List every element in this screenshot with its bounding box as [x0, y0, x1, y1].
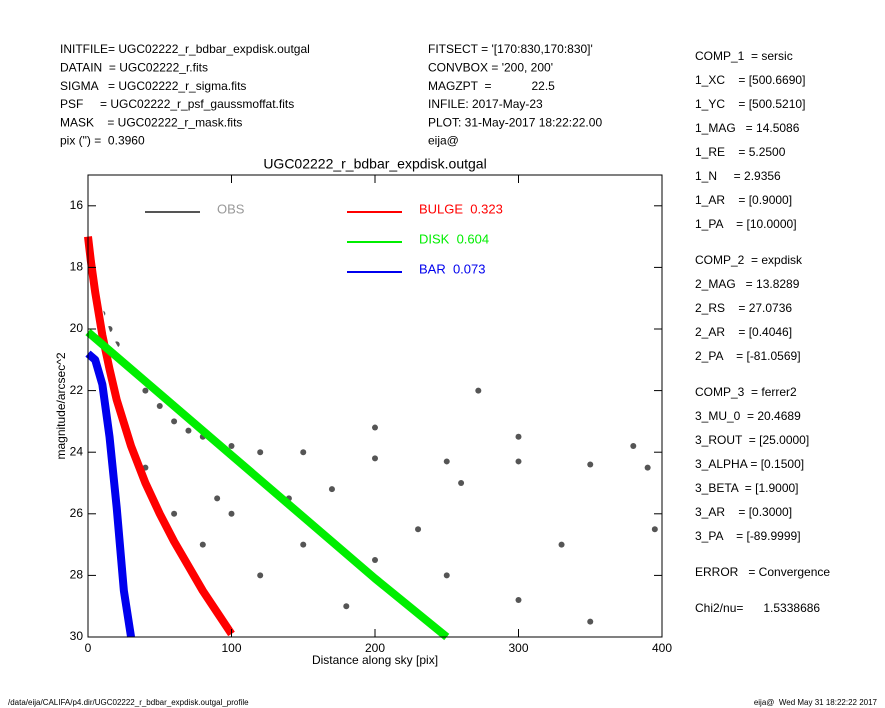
parameter-line: COMP_2 = expdisk	[695, 253, 803, 267]
component-band	[85, 329, 450, 641]
parameter-line: 3_ALPHA = [0.1500]	[695, 457, 804, 471]
x-tick-label: 400	[652, 641, 672, 655]
parameter-line: 3_MU_0 = 20.4689	[695, 409, 801, 423]
obs-point	[171, 510, 178, 517]
x-tick-label: 0	[85, 641, 92, 655]
obs-point	[300, 449, 307, 456]
obs-point	[300, 541, 307, 548]
header-line: SIGMA = UGC02222_r_sigma.fits	[60, 79, 246, 93]
obs-point	[630, 443, 637, 450]
parameter-line: 2_AR = [0.4046]	[695, 325, 792, 339]
obs-point	[443, 458, 450, 465]
obs-point	[372, 455, 378, 462]
x-tick-label: 200	[365, 641, 385, 655]
legend-label: OBS	[217, 201, 245, 216]
y-tick-label: 24	[70, 444, 84, 458]
legend-label: BULGE 0.323	[419, 201, 503, 216]
legend-label: DISK 0.604	[419, 231, 489, 246]
legend-label: MODEL	[217, 231, 263, 246]
parameter-line: 1_RE = 5.2500	[695, 145, 786, 159]
parameter-line: 1_AR = [0.9000]	[695, 193, 792, 207]
header-line: eija@	[428, 134, 459, 148]
header-line: DATAIN = UGC02222_r.fits	[60, 60, 208, 74]
obs-point	[257, 572, 264, 579]
header-line: INFILE: 2017-May-23	[428, 97, 543, 111]
parameter-line: 3_PA = [-89.9999]	[695, 529, 801, 543]
parameter-line: 1_N = 2.9356	[695, 169, 781, 183]
component-band	[85, 350, 136, 638]
parameter-line: 1_YC = [500.5210]	[695, 97, 805, 111]
parameter-line: ERROR = Convergence	[695, 565, 830, 579]
obs-point	[328, 486, 335, 493]
header-line: INITFILE= UGC02222_r_bdbar_expdisk.outga…	[60, 42, 310, 56]
obs-point	[185, 427, 192, 434]
obs-point	[228, 443, 235, 450]
obs-point	[199, 541, 206, 548]
y-tick-label: 26	[70, 506, 84, 520]
parameter-line: 3_ROUT = [25.0000]	[695, 433, 809, 447]
x-tick-label: 100	[221, 641, 241, 655]
header-line: MASK = UGC02222_r_mask.fits	[60, 115, 242, 129]
header-line: CONVBOX = '200, 200'	[428, 60, 553, 74]
legend-label: BAR 0.073	[419, 261, 486, 276]
x-axis-label: Distance along sky [pix]	[312, 653, 438, 667]
obs-point	[415, 526, 422, 533]
obs-point	[142, 387, 149, 394]
parameter-line: 3_AR = [0.3000]	[695, 505, 792, 519]
obs-point	[257, 449, 264, 456]
parameter-line: 2_MAG = 13.8289	[695, 277, 800, 291]
parameter-line: 2_PA = [-81.0569]	[695, 349, 801, 363]
y-tick-label: 16	[70, 198, 84, 212]
obs-point	[458, 480, 465, 486]
parameter-line: 1_XC = [500.6690]	[695, 73, 805, 87]
parameter-line: Chi2/nu= 1.5338686	[695, 601, 820, 615]
obs-point	[343, 603, 350, 610]
header-line: MAGZPT = 22.5	[428, 79, 555, 93]
parameter-line: 3_BETA = [1.9000]	[695, 481, 799, 495]
y-tick-label: 20	[70, 321, 84, 335]
obs-point	[156, 403, 163, 409]
y-axis-label: magnitude/arcsec^2	[54, 352, 68, 459]
obs-point	[443, 572, 450, 579]
parameter-line: 2_RS = 27.0736	[695, 301, 792, 315]
y-tick-label: 18	[70, 260, 84, 274]
obs-point	[651, 526, 658, 533]
obs-point	[171, 418, 178, 425]
parameter-line: COMP_3 = ferrer2	[695, 385, 797, 399]
obs-point	[515, 597, 522, 604]
obs-point	[475, 387, 482, 394]
obs-point	[515, 433, 522, 440]
component-band	[84, 236, 235, 637]
header-line: PLOT: 31-May-2017 18:22:22.00	[428, 115, 602, 129]
chart-title: UGC02222_r_bdbar_expdisk.outgal	[263, 156, 486, 172]
header-line: FITSECT = '[170:830,170:830]'	[428, 42, 593, 56]
obs-point	[515, 458, 522, 465]
obs-point	[587, 618, 594, 625]
header-line: PSF = UGC02222_r_psf_gaussmoffat.fits	[60, 97, 294, 111]
footer-date: eija@ Wed May 31 18:22:22 2017	[754, 698, 878, 707]
y-tick-label: 22	[70, 383, 84, 397]
obs-point	[372, 557, 378, 563]
obs-point	[587, 461, 594, 468]
y-tick-label: 28	[70, 568, 84, 582]
footer-path: /data/eija/CALIFA/p4.dir/UGC02222_r_bdba…	[8, 698, 249, 707]
x-tick-label: 300	[508, 641, 528, 655]
obs-point	[644, 464, 651, 471]
header-line: pix (") = 0.3960	[60, 134, 145, 148]
obs-point	[372, 424, 378, 431]
obs-point	[214, 495, 221, 502]
parameter-line: 1_PA = [10.0000]	[695, 217, 797, 231]
obs-point	[558, 541, 565, 548]
obs-point	[228, 510, 235, 517]
parameter-line: 1_MAG = 14.5086	[695, 121, 800, 135]
y-tick-label: 30	[70, 629, 84, 643]
parameter-line: COMP_1 = sersic	[695, 49, 793, 63]
